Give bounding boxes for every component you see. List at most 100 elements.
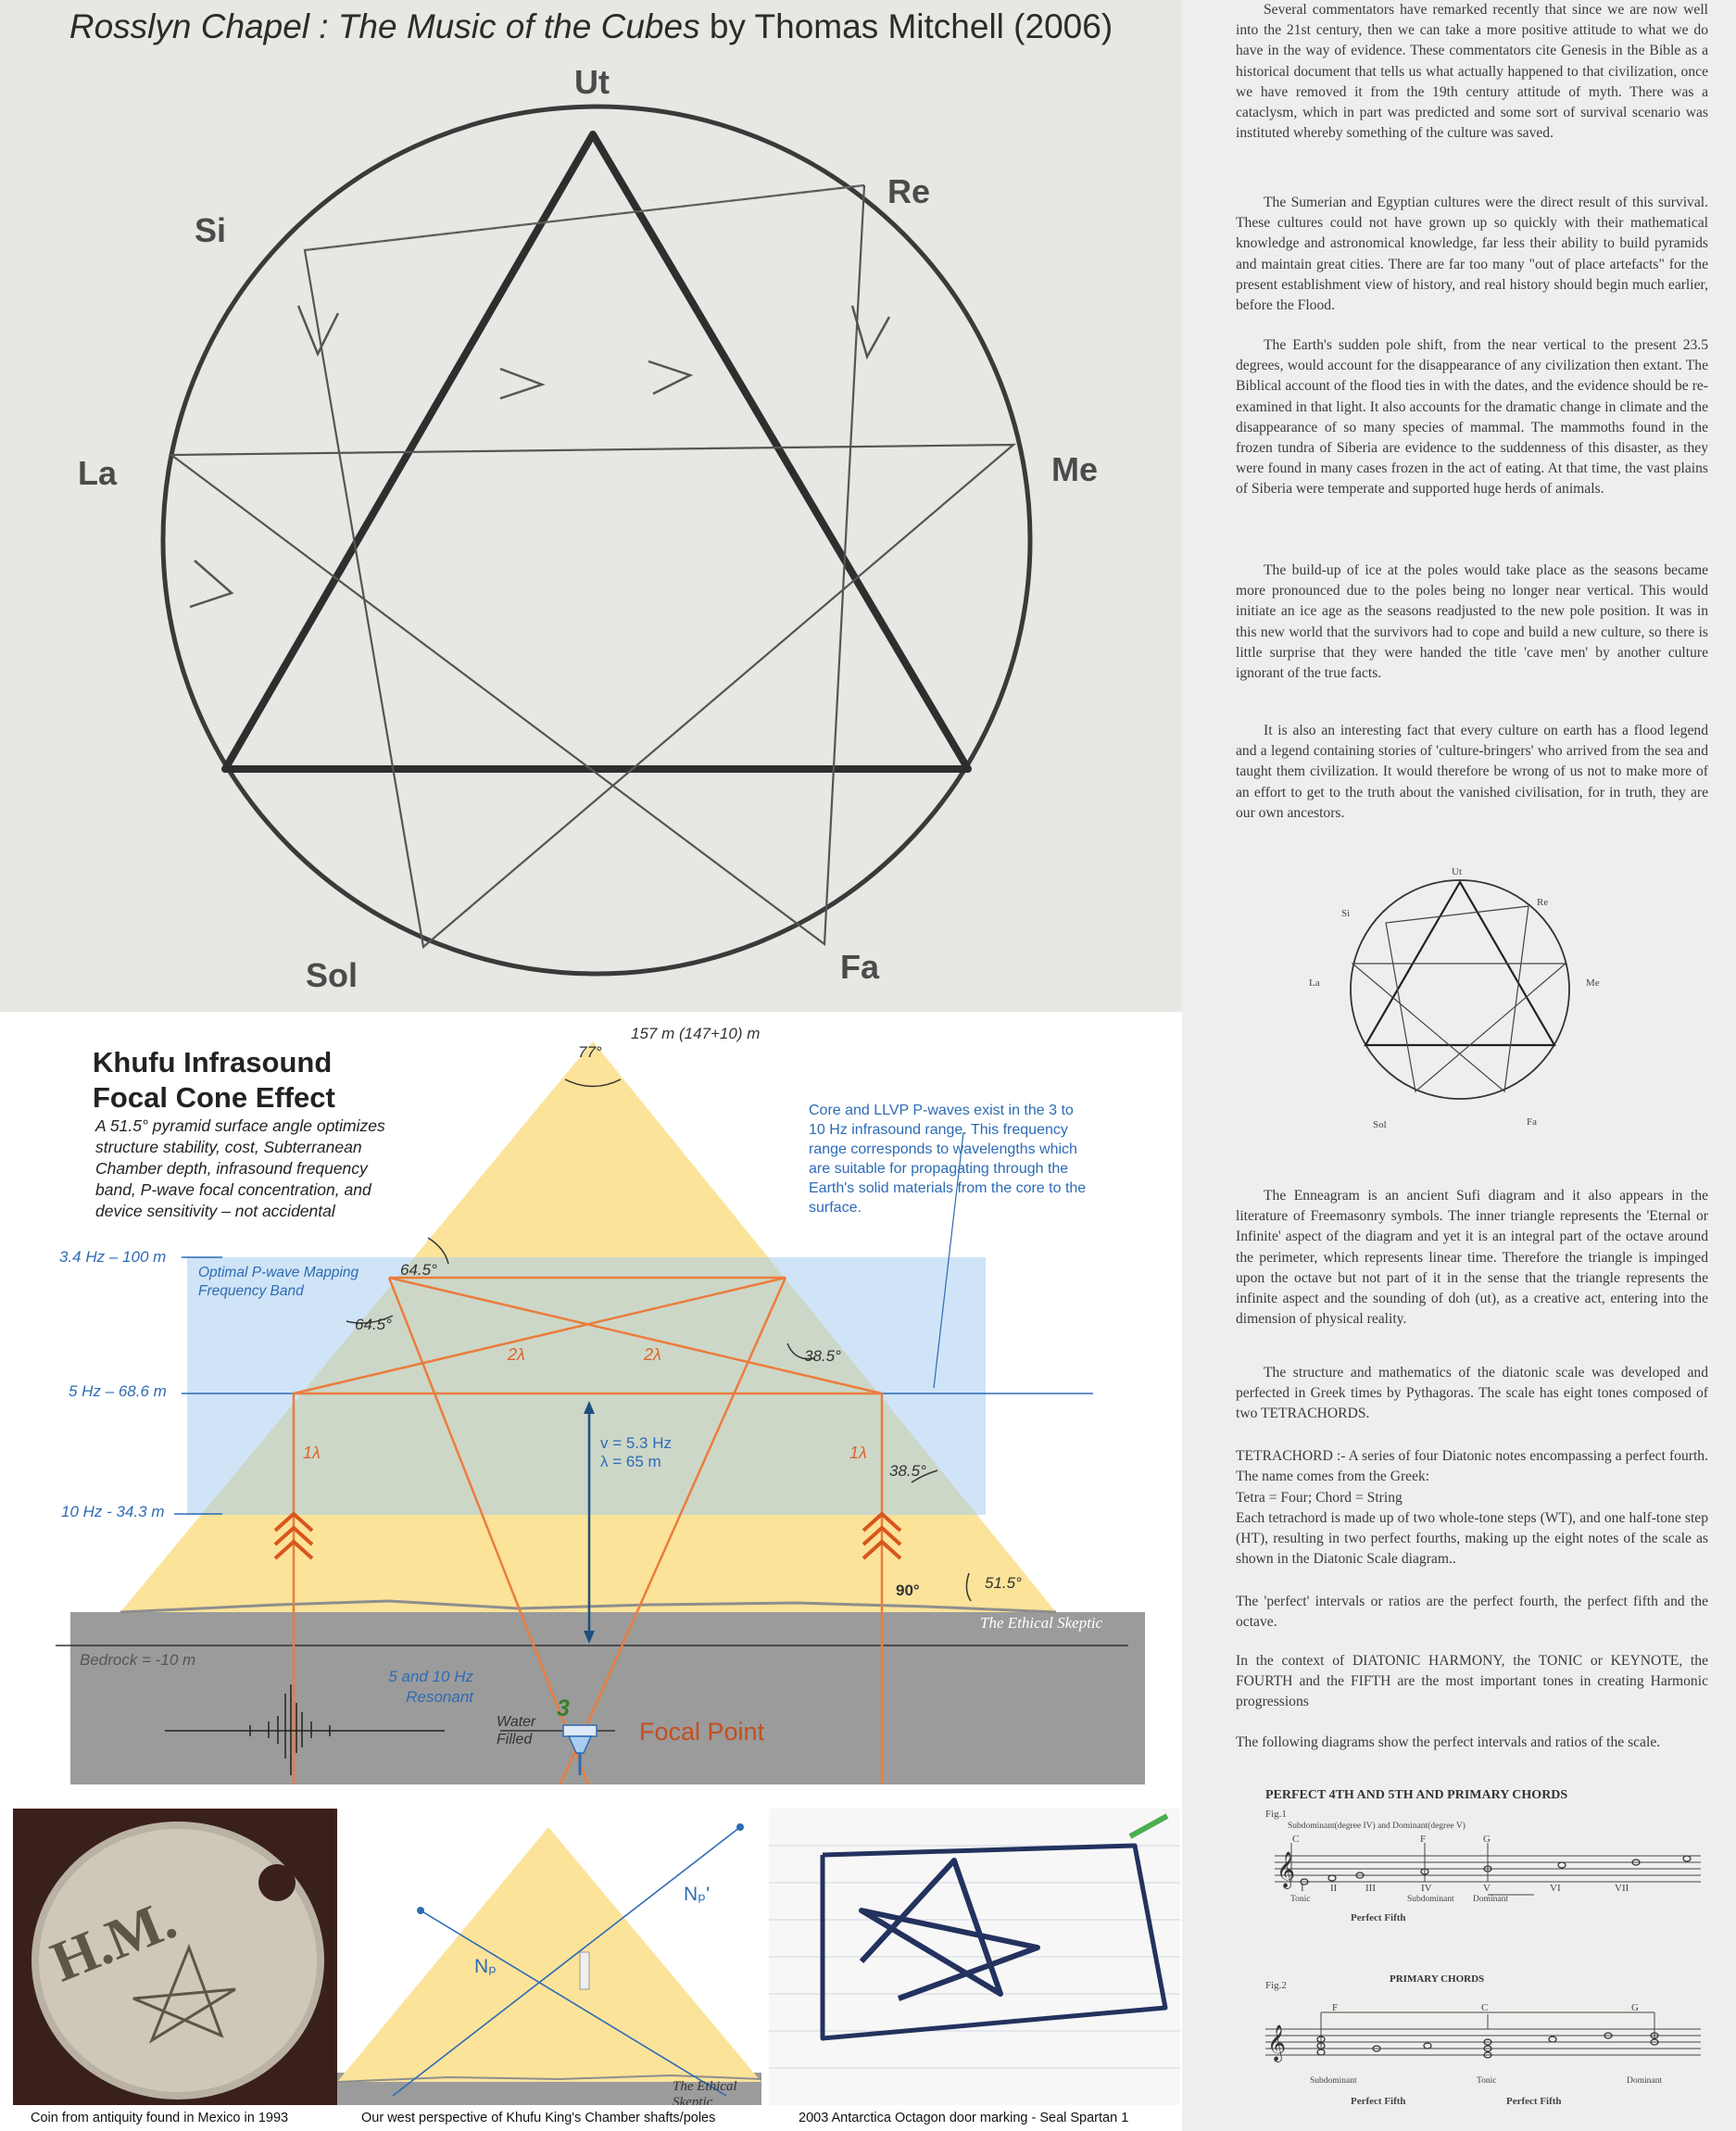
water-label: Filled	[497, 1732, 533, 1747]
wavelength-label: 1λ	[303, 1444, 321, 1462]
fig1-degree: IV	[1421, 1883, 1432, 1894]
hexad-lines	[168, 183, 1017, 950]
focal-point-label: Focal Point	[639, 1718, 765, 1746]
shafts-diagram-panel: Nₚ Nₚ' The Ethical Skeptic	[337, 1809, 761, 2105]
book-paragraph: In the context of DIATONIC HARMONY, the …	[1236, 1653, 1708, 1710]
fig1-degree: VII	[1615, 1883, 1629, 1894]
khufu-description: A 51.5° pyramid surface angle optimizes …	[95, 1116, 385, 1220]
resonant-label: Resonant	[406, 1688, 473, 1706]
apex-angle-label: 77°	[578, 1043, 602, 1061]
fig1-note-c: C	[1292, 1834, 1300, 1845]
fig1-perfect-fifth: Perfect Fifth	[1351, 1912, 1406, 1923]
door-marking-photo	[769, 1809, 1180, 2105]
ground-layer	[70, 1612, 1145, 1784]
resonant-chamber	[500, 1724, 615, 1775]
fig1-degree: III	[1365, 1883, 1376, 1894]
book-paragraph: It is also an interesting fact that ever…	[1236, 723, 1708, 821]
door-caption: 2003 Antarctica Octagon door marking - S…	[799, 2111, 1129, 2125]
title-author: Thomas Mitchell	[754, 7, 1004, 45]
angle-arcs	[346, 1078, 972, 1602]
khufu-title-line: Focal Cone Effect	[93, 1081, 335, 1114]
fig2-staff: 𝄞	[1265, 2011, 1701, 2062]
bedrock-label: Bedrock = -10 m	[80, 1651, 196, 1669]
np-label: Nₚ	[474, 1956, 497, 1977]
freq-level-label: 3.4 Hz – 100 m	[59, 1248, 167, 1266]
fig2-note-g: G	[1631, 2002, 1639, 2013]
np-prime-label: Nₚ'	[684, 1884, 711, 1905]
enneagram-panel: Rosslyn Chapel : The Music of the Cubes …	[0, 0, 1182, 1012]
fig2-tonic: Tonic	[1477, 2076, 1497, 2086]
title-work: Rosslyn Chapel : The Music of the Cubes	[69, 7, 700, 45]
svg-text:𝄞: 𝄞	[1267, 2024, 1286, 2062]
fig1-staff: 𝄞	[1275, 1843, 1701, 1896]
book-paragraph: The structure and mathematics of the dia…	[1236, 1365, 1708, 1422]
fig2-note-f: F	[1332, 2002, 1339, 2013]
svg-text:𝄞: 𝄞	[1277, 1851, 1295, 1889]
fig1-label: Fig.1	[1265, 1809, 1287, 1820]
watermark: The Ethical Skeptic	[980, 1614, 1103, 1632]
fig1-tonic: Tonic	[1290, 1895, 1311, 1904]
small-note-re: Re	[1537, 897, 1549, 908]
wavelength-value-label: λ = 65 m	[600, 1453, 661, 1470]
fig1-degree: V	[1483, 1883, 1491, 1894]
coin-photo: H.M.	[13, 1809, 337, 2105]
dashed-lines	[304, 184, 865, 251]
coin-caption: Coin from antiquity found in Mexico in 1…	[31, 2111, 289, 2125]
angle-label: 38.5°	[804, 1347, 841, 1365]
angle-label: 64.5°	[400, 1261, 437, 1279]
book-paragraph: The Earth's sudden pole shift, from the …	[1236, 337, 1708, 498]
book-paragraph: Each tetrachord is made up of two whole-…	[1236, 1510, 1708, 1568]
small-note-ut: Ut	[1452, 866, 1462, 877]
fig2-title: PRIMARY CHORDS	[1390, 1973, 1485, 1985]
tetrachord-etymology: Tetra = Four; Chord = String	[1236, 1490, 1403, 1506]
chamber-number: 3	[557, 1696, 570, 1721]
note-si: Si	[195, 211, 227, 249]
note-re: Re	[887, 172, 931, 210]
fig2-label: Fig.2	[1265, 1980, 1287, 1991]
angle-label: 90°	[896, 1582, 920, 1599]
resonant-label: 5 and 10 Hz	[388, 1668, 473, 1685]
shafts-watermark: The Ethical Skeptic	[673, 2079, 737, 2105]
angle-label: 38.5°	[889, 1462, 926, 1480]
apex-height-label: 157 m (147+10) m	[631, 1025, 761, 1042]
wavelength-label: 2λ	[644, 1345, 661, 1364]
khufu-panel: Khufu Infrasound Focal Cone Effect A 51.…	[0, 1012, 1182, 1784]
fig1-degree: II	[1330, 1883, 1338, 1894]
small-note-me: Me	[1586, 977, 1600, 989]
note-ut: Ut	[574, 63, 610, 101]
wavelength-label: 2λ	[508, 1345, 525, 1364]
book-paragraph: The Enneagram is an ancient Sufi diagram…	[1236, 1188, 1708, 1328]
fig2-subdominant: Subdominant	[1310, 2076, 1357, 2086]
fig1-subdominant: Subdominant	[1407, 1895, 1454, 1904]
fig1-note-g: G	[1483, 1834, 1491, 1845]
note-la: La	[78, 454, 118, 492]
fig2-perfect-fifth: Perfect Fifth	[1506, 2096, 1562, 2107]
fig2-perfect-fifth: Perfect Fifth	[1351, 2096, 1406, 2107]
shafts-diagram	[337, 1823, 761, 2105]
title-by: by	[699, 7, 755, 45]
velocity-label: v = 5.3 Hz	[600, 1434, 673, 1452]
upward-chevrons	[273, 1511, 902, 1560]
enneagram-title: Rosslyn Chapel : The Music of the Cubes …	[0, 7, 1182, 46]
book-page: Several commentators have remarked recen…	[1182, 0, 1736, 2131]
fig1-subtitle: Subdominant(degree IV) and Dominant(degr…	[1288, 1822, 1466, 1831]
enneagram-diagram	[160, 104, 1033, 977]
freq-level-label: 5 Hz – 68.6 m	[69, 1382, 167, 1400]
angle-label: 64.5°	[355, 1316, 392, 1333]
seismogram	[165, 1684, 445, 1775]
p-wave-rays	[292, 1276, 884, 1784]
small-note-sol: Sol	[1373, 1119, 1387, 1130]
water-label: Water	[497, 1714, 536, 1730]
core-waves-note: Core and LLVP P-waves exist in the 3 to …	[809, 1103, 1087, 1216]
fig1-note-f: F	[1420, 1834, 1427, 1845]
figure-heading: PERFECT 4TH AND 5TH AND PRIMARY CHORDS	[1265, 1788, 1568, 1802]
fig1-degree: I	[1301, 1883, 1304, 1894]
khufu-title-line: Khufu Infrasound	[93, 1046, 333, 1078]
book-paragraph: The build-up of ice at the poles would t…	[1236, 562, 1708, 682]
wavelength-label: 1λ	[849, 1444, 867, 1462]
fig1-dominant: Dominant	[1473, 1895, 1508, 1904]
freq-level-label: 10 Hz - 34.3 m	[61, 1503, 165, 1520]
khufu-title: Khufu Infrasound Focal Cone Effect	[93, 1045, 335, 1116]
band-label: Optimal P-wave Mapping Frequency Band	[198, 1265, 359, 1299]
book-paragraph: The following diagrams show the perfect …	[1236, 1734, 1661, 1750]
